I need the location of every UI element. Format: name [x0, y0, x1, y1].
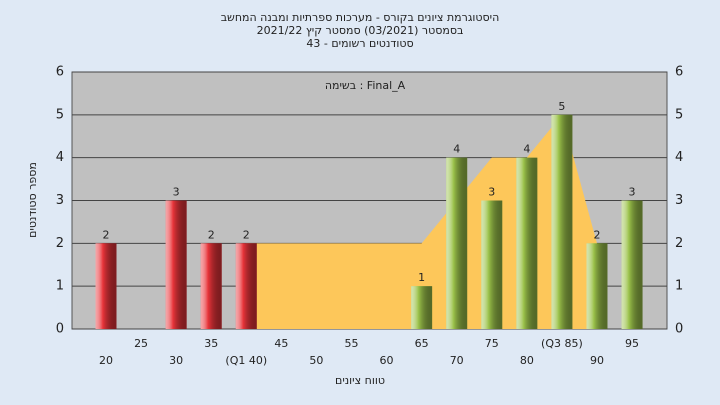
value-label: 2 [593, 228, 600, 241]
bar-shade [516, 157, 538, 329]
value-label: 3 [629, 186, 636, 199]
bar-shade [411, 286, 433, 329]
value-label: 4 [523, 143, 530, 156]
x-tick-label: 45 [274, 337, 288, 350]
value-label: 2 [103, 228, 110, 241]
value-label: 3 [173, 186, 180, 199]
bar-shade [551, 114, 573, 329]
x-tick-label: 60 [380, 354, 394, 367]
value-label: 2 [243, 228, 250, 241]
x-tick-label: 90 [590, 354, 604, 367]
value-label: 5 [558, 100, 565, 113]
x-tick-label: (Q3 85) [541, 337, 583, 350]
y2-tick-label: 5 [675, 107, 683, 122]
value-label: 3 [488, 186, 495, 199]
x-tick-label: (Q1 40) [225, 354, 267, 367]
x-tick-label: 80 [520, 354, 534, 367]
area [246, 114, 597, 329]
y-tick-label: 5 [56, 107, 64, 122]
bar-shade [481, 200, 503, 329]
bar-shade [446, 157, 468, 329]
bar-shade [586, 243, 608, 329]
chart-subtitle: סטודנטים רשומים - 43 [306, 37, 413, 50]
y-tick-label: 2 [56, 236, 64, 251]
y2-tick-label: 6 [675, 65, 683, 80]
bar-shade [95, 243, 117, 329]
bar-shade [200, 243, 222, 329]
y-tick-label: 0 [56, 322, 64, 337]
x-tick-label: 50 [309, 354, 323, 367]
chart-title: היסטוגרמת ציונים בקורס - מערכות ספרתיות … [221, 11, 500, 24]
x-tick-label: 35 [204, 337, 218, 350]
x-axis-label: טווח ציונים [335, 374, 385, 387]
y2-tick-label: 0 [675, 322, 683, 337]
x-tick-label: 20 [99, 354, 113, 367]
bar-shade [621, 200, 643, 329]
y2-tick-label: 2 [675, 236, 683, 251]
y-axis-label: מספר סטודנטים [26, 162, 39, 238]
y-tick-label: 4 [56, 150, 64, 165]
y-tick-label: 3 [56, 193, 64, 208]
x-tick-label: 25 [134, 337, 148, 350]
x-tick-label: 30 [169, 354, 183, 367]
x-tick-label: 75 [485, 337, 499, 350]
x-tick-label: 55 [344, 337, 358, 350]
annotation: בשימה : Final_A [325, 79, 406, 92]
chart-subtitle: בסמסטר (03/2021) סמסטר קיץ 2021/22 [257, 24, 464, 37]
y-tick-label: 6 [56, 65, 64, 80]
y2-tick-label: 4 [675, 150, 683, 165]
value-label: 1 [418, 271, 425, 284]
x-tick-label: 70 [450, 354, 464, 367]
bar-shade [235, 243, 257, 329]
x-tick-label: 65 [415, 337, 429, 350]
y2-tick-label: 1 [675, 279, 683, 294]
x-tick-label: 95 [625, 337, 639, 350]
value-label: 2 [208, 228, 215, 241]
y2-tick-label: 3 [675, 193, 683, 208]
value-label: 4 [453, 143, 460, 156]
bar-shade [165, 200, 187, 329]
y-tick-label: 1 [56, 279, 64, 294]
